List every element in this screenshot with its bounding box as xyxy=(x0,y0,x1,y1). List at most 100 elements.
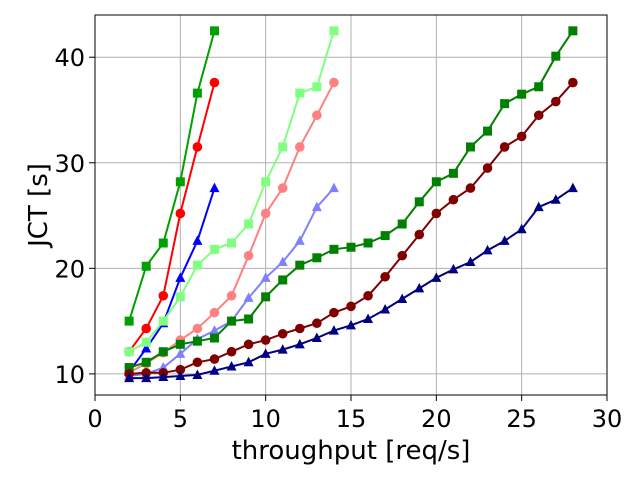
data-point-circle xyxy=(226,290,237,301)
axis-ticks: 0 5 10 15 20 25 30 10 20 30 40 xyxy=(54,44,622,433)
data-point-circle xyxy=(329,77,339,88)
data-point-square xyxy=(227,316,237,326)
data-point-square xyxy=(209,244,219,254)
data-point-triangle xyxy=(209,365,220,375)
data-point-circle xyxy=(243,250,254,261)
data-point-square xyxy=(465,142,475,152)
data-point-square xyxy=(295,88,305,98)
data-point-triangle xyxy=(465,256,476,266)
data-point-triangle xyxy=(397,293,408,303)
data-point-circle xyxy=(175,364,186,375)
data-point-triangle xyxy=(141,343,152,353)
data-point-triangle xyxy=(243,292,254,302)
data-point-circle xyxy=(551,96,561,107)
x-axis-label: throughput [req/s] xyxy=(232,436,471,466)
data-point-square xyxy=(329,26,339,36)
data-point-square xyxy=(192,336,202,346)
x-tick-label: 25 xyxy=(506,405,537,433)
data-point-triangle xyxy=(311,201,322,212)
data-point-triangle xyxy=(158,371,169,382)
data-point-square xyxy=(158,316,168,326)
data-point-circle xyxy=(329,307,339,318)
data-point-triangle xyxy=(431,272,442,282)
data-point-square xyxy=(500,99,510,109)
data-point-circle xyxy=(295,323,305,334)
data-point-circle xyxy=(226,346,237,357)
data-point-circle xyxy=(363,290,373,301)
x-tick-label: 5 xyxy=(173,405,188,433)
data-point-triangle xyxy=(124,372,135,383)
data-point-circle xyxy=(175,208,186,219)
data-point-square xyxy=(124,316,134,326)
data-point-square xyxy=(244,314,254,324)
data-point-circle xyxy=(192,142,203,152)
data-point-square xyxy=(192,260,202,270)
series-1 xyxy=(124,26,219,326)
x-tick-label: 10 xyxy=(250,405,281,433)
data-point-circle xyxy=(568,77,578,88)
series-7 xyxy=(124,26,578,373)
y-tick-label: 40 xyxy=(54,44,85,72)
data-point-square xyxy=(124,347,134,357)
data-point-triangle xyxy=(226,361,237,371)
data-point-square xyxy=(175,177,185,187)
data-point-square xyxy=(483,126,493,136)
data-point-square xyxy=(380,231,390,241)
data-point-circle xyxy=(346,301,356,312)
data-point-circle xyxy=(277,183,288,193)
data-point-triangle xyxy=(141,372,152,383)
data-point-triangle xyxy=(260,272,271,282)
data-point-square xyxy=(534,82,544,92)
data-point-square xyxy=(278,142,288,152)
data-point-square xyxy=(312,82,322,92)
data-point-triangle xyxy=(243,356,254,367)
data-point-triangle xyxy=(363,313,374,323)
data-point-square xyxy=(158,238,168,248)
data-point-triangle xyxy=(516,223,527,234)
data-point-square xyxy=(209,26,219,36)
data-point-triangle xyxy=(209,325,220,335)
data-point-triangle xyxy=(346,319,356,330)
data-point-circle xyxy=(448,194,459,205)
data-point-triangle xyxy=(380,304,391,314)
data-point-square xyxy=(175,292,185,302)
data-point-square xyxy=(517,89,527,99)
data-point-triangle xyxy=(175,272,186,282)
data-point-square xyxy=(329,244,339,254)
data-point-triangle xyxy=(192,369,203,379)
data-point-triangle xyxy=(192,235,203,245)
x-tick-label: 15 xyxy=(336,405,367,433)
data-point-circle xyxy=(260,335,271,345)
y-tick-label: 20 xyxy=(54,255,85,283)
series-9 xyxy=(124,182,578,383)
data-point-circle xyxy=(312,110,322,121)
data-point-circle xyxy=(380,271,390,282)
data-point-circle xyxy=(414,229,425,240)
data-point-square xyxy=(124,363,134,373)
data-point-square xyxy=(192,88,202,98)
data-point-square xyxy=(227,238,237,248)
data-point-circle xyxy=(295,142,305,152)
data-point-square xyxy=(312,253,322,263)
x-tick-label: 30 xyxy=(592,405,623,433)
data-point-triangle xyxy=(260,348,271,358)
data-point-square xyxy=(158,347,168,357)
data-point-triangle xyxy=(482,244,493,255)
data-point-circle xyxy=(158,290,169,301)
series-line xyxy=(128,82,216,353)
data-point-square xyxy=(431,177,441,187)
data-point-square xyxy=(141,337,151,347)
data-point-square xyxy=(568,26,578,36)
data-point-circle xyxy=(397,250,408,261)
data-point-triangle xyxy=(175,370,186,380)
data-point-triangle xyxy=(499,235,510,245)
data-point-square xyxy=(244,219,254,229)
data-point-square xyxy=(261,177,271,187)
data-point-circle xyxy=(516,131,527,142)
data-point-circle xyxy=(533,110,544,121)
data-point-triangle xyxy=(175,348,186,358)
data-point-triangle xyxy=(414,282,425,293)
data-point-circle xyxy=(141,323,151,334)
data-point-circle xyxy=(465,183,476,193)
data-point-circle xyxy=(209,307,220,318)
